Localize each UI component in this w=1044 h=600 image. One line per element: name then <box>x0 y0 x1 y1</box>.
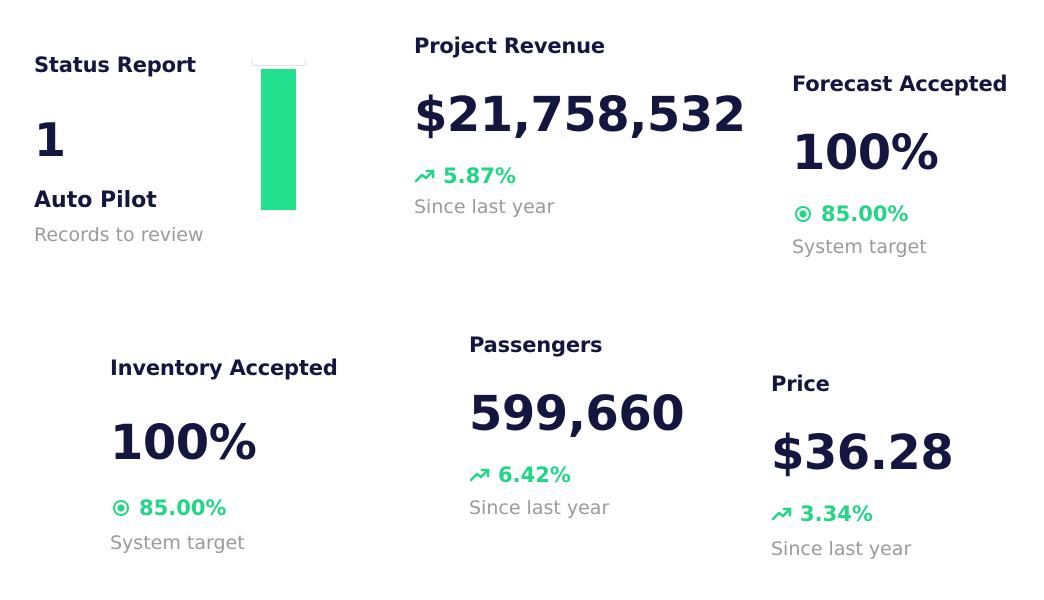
passengers-delta: 6.42% <box>469 462 684 488</box>
price-card: Price $36.28 3.34% Since last year <box>771 371 954 561</box>
trending-up-icon <box>771 503 793 525</box>
forecast-accepted-title: Forecast Accepted <box>792 72 1008 96</box>
inventory-accepted-target-value: 85.00% <box>139 496 227 520</box>
project-revenue-delta-value: 5.87% <box>443 164 516 188</box>
forecast-accepted-target: 85.00% <box>792 201 1007 227</box>
project-revenue-title: Project Revenue <box>414 34 605 58</box>
inventory-accepted-target: 85.00% <box>110 495 338 521</box>
price-value: $36.28 <box>771 425 954 481</box>
project-revenue-sub: Since last year <box>414 196 555 218</box>
forecast-accepted-card: Forecast Accepted 100% 85.00% System tar… <box>792 71 1008 259</box>
inventory-accepted-sub: System target <box>110 532 245 554</box>
inventory-accepted-value: 100% <box>110 415 257 471</box>
price-title: Price <box>771 372 830 396</box>
forecast-accepted-value: 100% <box>792 125 939 181</box>
status-report-bar <box>252 60 306 210</box>
project-revenue-delta: 5.87% <box>414 163 746 189</box>
forecast-accepted-target-value: 85.00% <box>821 202 909 226</box>
target-dot-icon <box>110 497 132 519</box>
price-delta-value: 3.34% <box>800 502 873 526</box>
forecast-accepted-sub: System target <box>792 236 927 258</box>
passengers-delta-value: 6.42% <box>498 463 571 487</box>
price-sub: Since last year <box>771 538 912 560</box>
price-delta: 3.34% <box>771 501 953 527</box>
status-report-label: Auto Pilot <box>34 188 157 213</box>
status-report-bar-fill <box>261 69 296 210</box>
passengers-card: Passengers 599,660 6.42% Since last year <box>469 332 685 520</box>
passengers-value: 599,660 <box>469 386 685 442</box>
passengers-title: Passengers <box>469 333 603 357</box>
inventory-accepted-card: Inventory Accepted 100% 85.00% System ta… <box>110 355 338 555</box>
trending-up-icon <box>469 464 491 486</box>
status-report-bar-track <box>252 60 306 66</box>
passengers-sub: Since last year <box>469 497 610 519</box>
status-report-title: Status Report <box>34 53 196 77</box>
status-report-sub: Records to review <box>34 224 204 246</box>
project-revenue-card: Project Revenue $21,758,532 5.87% Since … <box>414 33 746 219</box>
trending-up-icon <box>414 165 436 187</box>
inventory-accepted-title: Inventory Accepted <box>110 356 338 380</box>
status-report-card: Status Report 1 Auto Pilot Records to re… <box>34 52 334 262</box>
project-revenue-value: $21,758,532 <box>414 87 746 143</box>
status-report-count: 1 <box>34 113 67 167</box>
target-dot-icon <box>792 203 814 225</box>
